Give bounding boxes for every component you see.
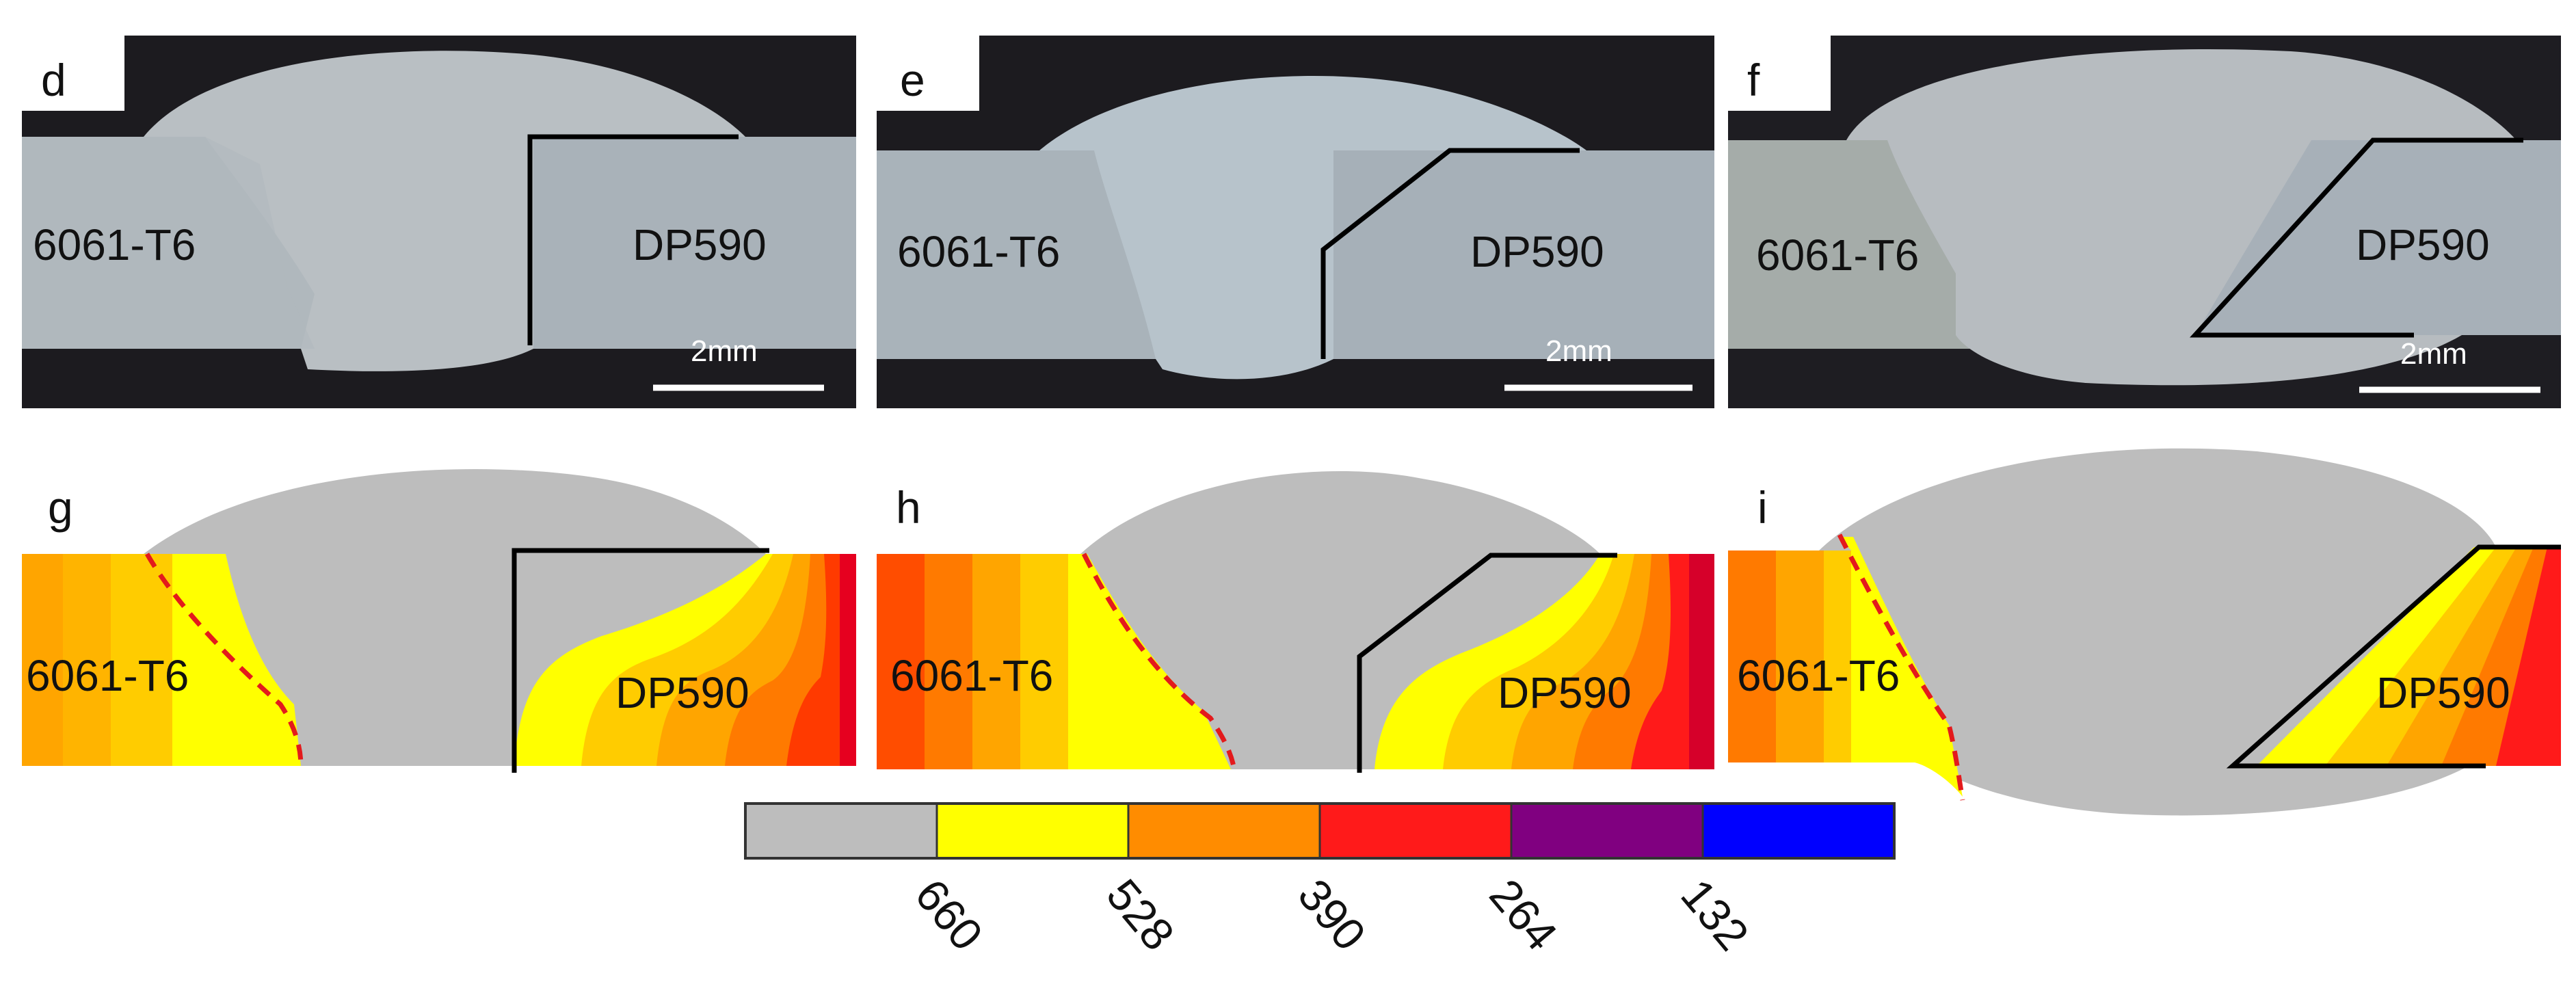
- colorbar-tick-label: 528: [1097, 869, 1184, 959]
- panel-label: e: [900, 55, 925, 105]
- colorbar-cell: [1511, 804, 1703, 858]
- material-left-label: 6061-T6: [897, 227, 1060, 276]
- colorbar-tick-label: 660: [905, 869, 992, 959]
- interface-line: [2226, 544, 2561, 769]
- material-left-label: 6061-T6: [26, 651, 189, 700]
- material-left-label: 6061-T6: [890, 651, 1053, 700]
- panel-label: g: [48, 482, 73, 533]
- colorbar-frame: [744, 802, 1896, 860]
- panel-label: f: [1747, 55, 1760, 105]
- material-right-label: DP590: [1470, 227, 1604, 276]
- colorbar-cell: [937, 804, 1128, 858]
- interface-line: [527, 134, 739, 345]
- interface-line: [2190, 137, 2523, 338]
- right-sheet: [1333, 150, 1714, 359]
- interface-line: [1320, 148, 1580, 359]
- right-sheet: [2195, 140, 2561, 335]
- right-sheet: [533, 137, 856, 349]
- colorbar-cell: [1703, 804, 1894, 858]
- scale-bar-label: 2mm: [2400, 337, 2467, 371]
- colorbar-tick-label: 390: [1288, 869, 1375, 959]
- panel-label-box: [1728, 36, 1831, 111]
- panel-d: d 6061-T6 DP590 2mm: [22, 36, 856, 408]
- panel-label: i: [1757, 482, 1768, 533]
- panel-h: h 6061-T6 DP590: [877, 471, 1714, 773]
- panel-e: e 6061-T6 DP590 2mm: [877, 36, 1714, 408]
- colorbar-tick-label: 264: [1480, 869, 1567, 959]
- weld-bead: [144, 51, 745, 371]
- material-right-label: DP590: [2356, 220, 2490, 269]
- material-right-label: DP590: [1498, 668, 1632, 717]
- colorbar-cell: [1320, 804, 1511, 858]
- material-left-label: 6061-T6: [33, 220, 196, 269]
- colorbar-tick-label: 132: [1671, 869, 1758, 959]
- interface-line: [512, 548, 769, 773]
- colorbar: 660 528 390 264 132: [744, 802, 1896, 959]
- colorbar-cell: [1128, 804, 1320, 858]
- colorbar-cell: [745, 804, 937, 858]
- panel-label-box: [877, 36, 979, 111]
- panel-i: i 6061-T6 DP590: [1728, 448, 2561, 816]
- material-right-label: DP590: [615, 668, 749, 717]
- material-left-label: 6061-T6: [1737, 651, 1900, 700]
- panel-label: d: [41, 55, 66, 105]
- scale-bar-label: 2mm: [1545, 334, 1612, 368]
- material-right-label: DP590: [633, 220, 767, 269]
- panel-label-box: [22, 36, 124, 111]
- panel-f: f 6061-T6 DP590 2mm: [1728, 36, 2561, 408]
- weld-bead: [1039, 75, 1586, 380]
- scale-bar-label: 2mm: [691, 334, 758, 368]
- material-left-label: 6061-T6: [1756, 230, 1919, 280]
- material-right-label: DP590: [2376, 668, 2510, 717]
- interface-line: [1357, 553, 1617, 773]
- fusion-line: [1081, 553, 1237, 770]
- panel-label: h: [896, 482, 921, 533]
- fusion-line: [1837, 533, 1965, 801]
- panel-g: g 6061-T6 DP590: [22, 468, 856, 773]
